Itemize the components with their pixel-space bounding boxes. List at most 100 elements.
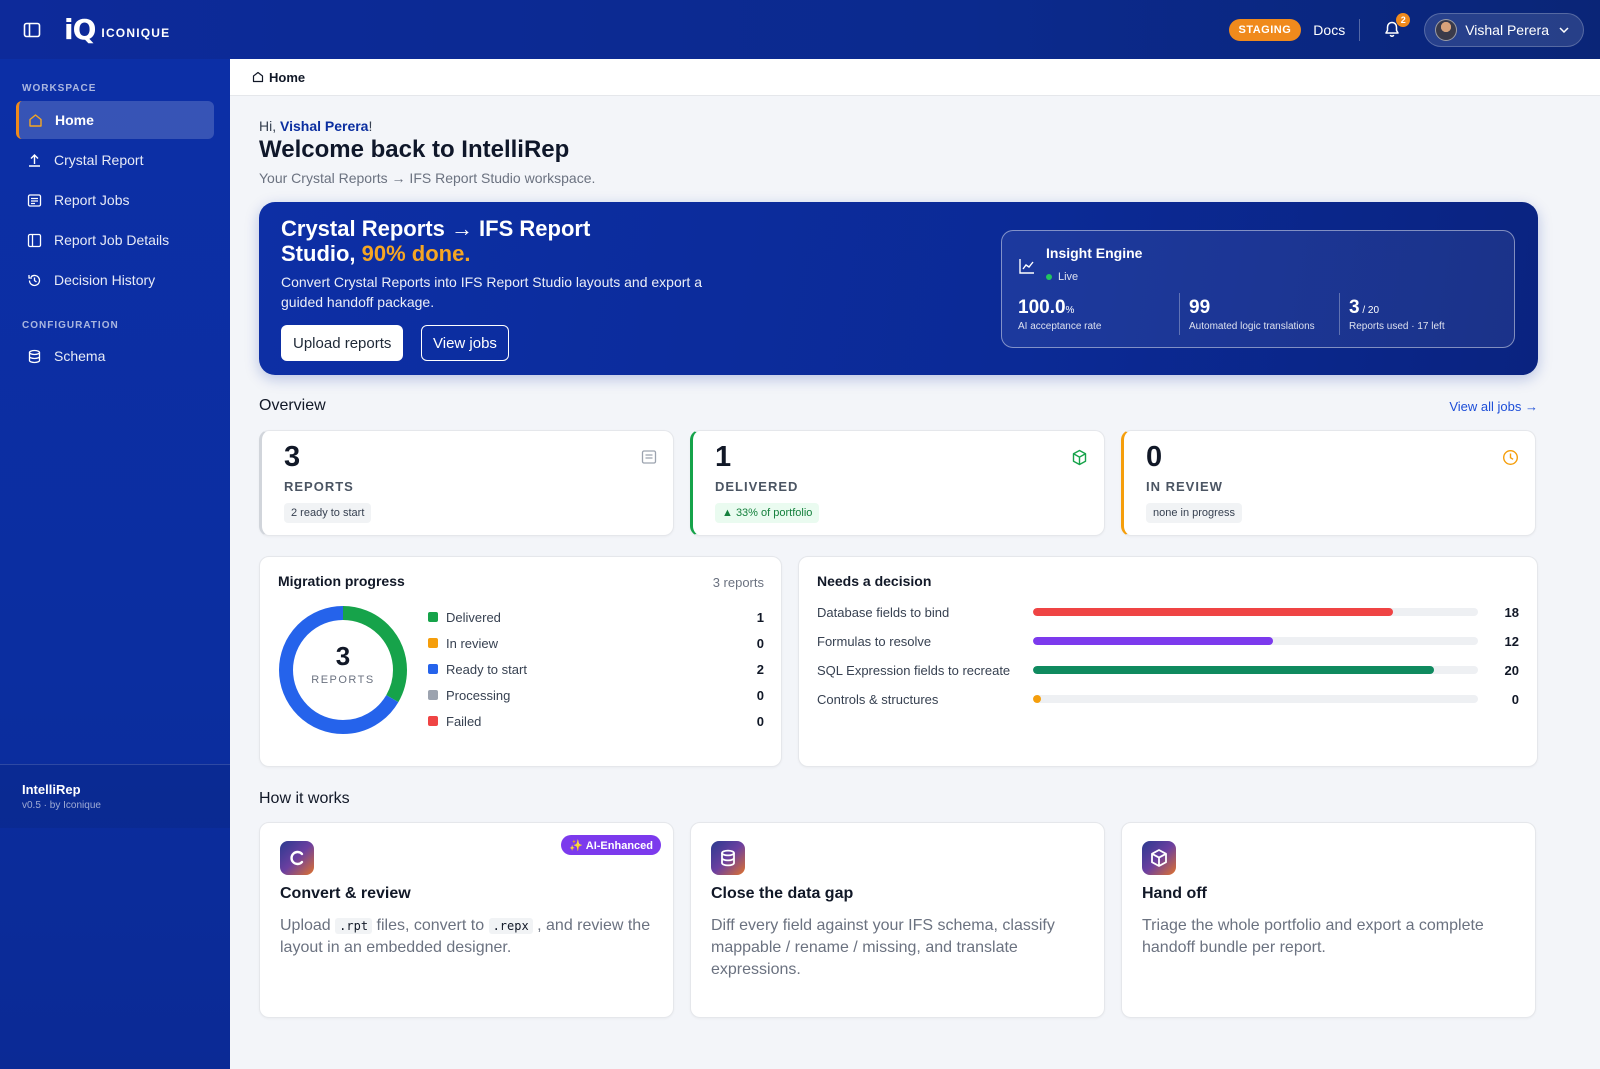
- overview-card-in-review[interactable]: 0 IN REVIEW none in progress: [1121, 430, 1536, 536]
- insight-engine-card: Insight Engine Live 100.0% AI acceptance…: [1001, 230, 1515, 348]
- home-icon: [27, 112, 43, 128]
- status-badge: 2 ready to start: [284, 503, 372, 523]
- overview-title: Overview: [259, 397, 326, 414]
- sidebar-item-report-job-details[interactable]: Report Job Details: [16, 221, 214, 259]
- sidebar-item-schema[interactable]: Schema: [16, 337, 214, 375]
- convert-icon: [280, 841, 314, 875]
- migration-progress-panel: Migration progress 3 reports 3 REPORTS D…: [259, 556, 782, 767]
- card-description: Triage the whole portfolio and export a …: [1142, 917, 1484, 956]
- sidebar-item-report-jobs[interactable]: Report Jobs: [16, 181, 214, 219]
- brand-logo[interactable]: iQ ICONIQUE: [64, 12, 171, 46]
- package-icon: [1142, 841, 1176, 875]
- stat-logic-translations: 99 Automated logic translations: [1189, 297, 1315, 332]
- notifications-button[interactable]: 2: [1382, 12, 1411, 40]
- upload-icon: [26, 152, 42, 168]
- hero-title: Crystal Reports → IFS Report Studio, 90%…: [281, 216, 591, 266]
- page-title: Welcome back to IntelliRep: [259, 136, 570, 163]
- legend-item: In review 0: [428, 634, 764, 652]
- configuration-section-label: CONFIGURATION: [22, 320, 119, 331]
- view-jobs-button[interactable]: View jobs: [421, 325, 509, 361]
- page-subtitle: Your Crystal Reports → IFS Report Studio…: [259, 170, 596, 186]
- panel-title: Migration progress: [278, 573, 405, 589]
- card-description: Diff every field against your IFS schema…: [711, 917, 1055, 978]
- status-badge: none in progress: [1146, 503, 1242, 523]
- package-icon: [1072, 449, 1087, 466]
- app-name: IntelliRep: [22, 782, 81, 797]
- reports-count-note: 3 reports: [712, 575, 764, 590]
- decision-row[interactable]: SQL Expression fields to recreate 20: [817, 662, 1519, 678]
- avatar: [1435, 18, 1458, 41]
- how-card-data-gap: Close the data gap Diff every field agai…: [690, 822, 1105, 1018]
- logo-mark: iQ: [64, 12, 96, 46]
- card-title: Convert & review: [280, 885, 411, 902]
- legend-item: Delivered 1: [428, 608, 764, 626]
- brand-name: ICONIQUE: [101, 25, 171, 40]
- database-icon: [711, 841, 745, 875]
- stat-divider: [1339, 293, 1340, 335]
- hero-progress-pct: 90% done.: [361, 241, 471, 266]
- sidebar-item-label: Home: [55, 112, 94, 128]
- database-icon: [26, 348, 42, 364]
- env-badge: STAGING: [1228, 18, 1302, 41]
- donut-total-label: REPORTS: [311, 674, 375, 686]
- how-it-works-title: How it works: [259, 790, 350, 807]
- docs-link[interactable]: Docs: [1313, 18, 1361, 41]
- stat-divider: [1179, 293, 1180, 335]
- how-card-hand-off: Hand off Triage the whole portfolio and …: [1121, 822, 1536, 1018]
- user-name: Vishal Perera: [1465, 21, 1549, 38]
- live-status: Live: [1046, 271, 1078, 283]
- panel-icon: [26, 232, 42, 248]
- stat-ai-acceptance: 100.0% AI acceptance rate: [1018, 297, 1102, 332]
- card-title: Close the data gap: [711, 885, 854, 902]
- breadcrumb-home[interactable]: Home: [269, 69, 306, 85]
- decision-row[interactable]: Formulas to resolve 12: [817, 633, 1519, 649]
- app-version: v0.5 · by Iconique: [22, 800, 101, 811]
- needs-decision-panel: Needs a decision Database fields to bind…: [798, 556, 1538, 767]
- donut-segment-ready-to-start: [279, 606, 407, 734]
- hero-description: Convert Crystal Reports into IFS Report …: [281, 274, 702, 310]
- progress-bar-fill: [1033, 608, 1394, 616]
- sidebar-toggle-icon[interactable]: [22, 20, 42, 40]
- clock-icon: [1502, 449, 1519, 466]
- view-all-jobs-link[interactable]: View all jobs →: [1449, 399, 1538, 414]
- upload-reports-button[interactable]: Upload reports: [281, 325, 404, 361]
- how-card-convert: ✨ AI-Enhanced Convert & review Upload .r…: [259, 822, 674, 1018]
- legend-item: Processing 0: [428, 686, 764, 704]
- decision-row[interactable]: Database fields to bind 18: [817, 604, 1519, 620]
- sidebar-item-decision-history[interactable]: Decision History: [16, 261, 214, 299]
- chart-line-icon: [1019, 259, 1034, 274]
- greeting-user-name: Vishal Perera: [280, 118, 369, 134]
- greeting: Hi, Vishal Perera!: [259, 118, 373, 134]
- sidebar-item-crystal-report[interactable]: Crystal Report: [16, 141, 214, 179]
- legend-item: Failed 0: [428, 712, 764, 730]
- home-icon: [252, 71, 264, 83]
- sidebar: WORKSPACE Home Crystal Report Report Job…: [0, 59, 230, 1069]
- card-title: Hand off: [1142, 885, 1207, 902]
- migration-donut-chart: [279, 606, 407, 734]
- donut-total: 3: [335, 641, 351, 671]
- sidebar-item-home[interactable]: Home: [16, 101, 214, 139]
- legend-item: Ready to start 2: [428, 660, 764, 678]
- panel-title: Needs a decision: [817, 573, 932, 589]
- sidebar-item-label: Crystal Report: [54, 152, 144, 168]
- history-icon: [26, 272, 42, 288]
- document-icon: [641, 450, 657, 464]
- progress-bar-fill: [1033, 666, 1434, 674]
- hero-banner: Crystal Reports → IFS Report Studio, 90%…: [259, 202, 1538, 375]
- overview-card-delivered[interactable]: 1 DELIVERED ▲ 33% of portfolio: [690, 430, 1105, 536]
- workspace-section-label: WORKSPACE: [22, 83, 97, 94]
- status-badge: ▲ 33% of portfolio: [715, 503, 820, 523]
- progress-bar-fill: [1033, 695, 1041, 703]
- stat-reports-used: 3 / 20 Reports used · 17 left: [1349, 297, 1445, 332]
- notification-count-badge: 2: [1396, 12, 1411, 27]
- decision-row[interactable]: Controls & structures 0: [817, 691, 1519, 707]
- sidebar-item-label: Decision History: [54, 272, 156, 288]
- user-menu[interactable]: Vishal Perera: [1424, 12, 1584, 47]
- list-icon: [26, 192, 42, 208]
- card-description: Upload .rpt files, convert to .repx , an…: [280, 917, 651, 956]
- bell-icon: [1385, 21, 1399, 37]
- sidebar-item-label: Schema: [54, 348, 106, 364]
- sidebar-item-label: Report Job Details: [54, 232, 170, 248]
- chevron-down-icon: [1559, 26, 1569, 33]
- overview-card-reports[interactable]: 3 REPORTS 2 ready to start: [259, 430, 674, 536]
